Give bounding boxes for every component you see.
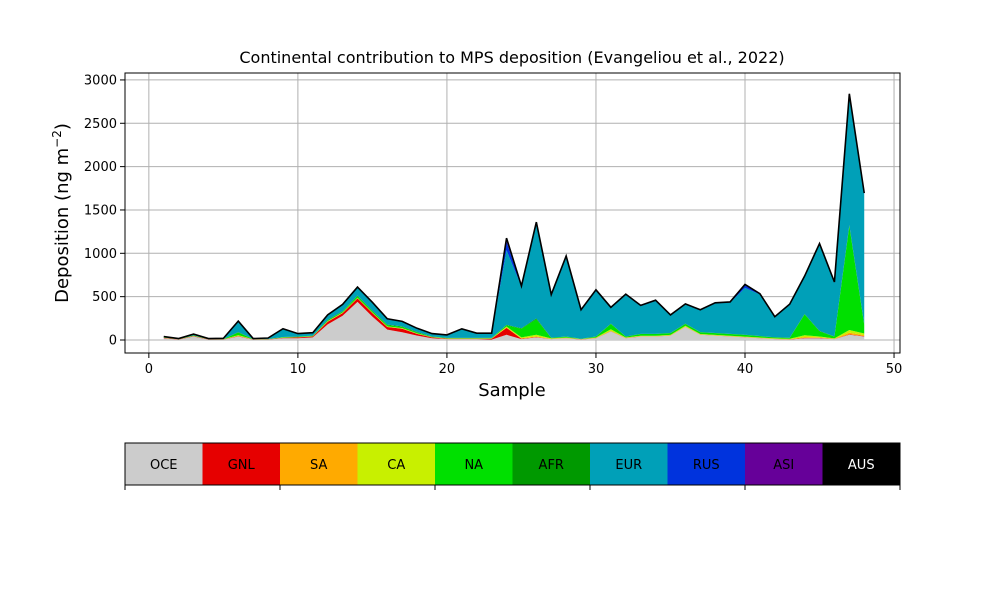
y-tick-label: 500: [92, 290, 117, 305]
legend-swatch-na: [435, 443, 513, 485]
legend-frame: [124, 442, 901, 486]
legend-label-aus: AUS: [848, 458, 875, 473]
legend-label-asi: ASI: [773, 458, 794, 473]
y-axis-ticks: 0 500 1000 1500 2000 2500 3000: [84, 73, 125, 348]
legend-label-ca: CA: [387, 458, 405, 473]
x-tick-label: 30: [588, 362, 605, 377]
stacked-areas: [163, 93, 866, 340]
legend-label-na: NA: [464, 458, 483, 473]
legend-label-afr: AFR: [539, 458, 564, 473]
x-tick-label: 0: [145, 362, 153, 377]
x-axis-ticks: 0 10 20 30 40 50: [145, 353, 903, 377]
y-axis-label-exponent: −2: [50, 130, 64, 148]
x-tick-label: 50: [886, 362, 903, 377]
legend-label-eur: EUR: [615, 458, 642, 473]
y-axis-label-close: ): [52, 123, 73, 130]
legend-label-rus: RUS: [693, 458, 720, 473]
plot-frame: [124, 72, 901, 354]
legend-swatch-rus: [667, 443, 745, 485]
legend-swatch-aus: [822, 443, 900, 485]
area-series-oce: [163, 301, 865, 340]
legend-swatch-asi: [745, 443, 823, 485]
y-tick-label: 2000: [84, 160, 117, 175]
y-tick-label: 1500: [84, 203, 117, 218]
legend-swatch-ca: [357, 443, 435, 485]
total-outline: [163, 93, 866, 340]
legend-swatch-afr: [512, 443, 590, 485]
legend-swatch-sa: [280, 443, 358, 485]
legend-label-sa: SA: [310, 458, 327, 473]
y-axis-label-main: Deposition (ng m: [52, 148, 73, 303]
y-tick-label: 0: [109, 333, 117, 348]
x-tick-label: 10: [290, 362, 307, 377]
area-series-eur: [163, 95, 865, 340]
legend-swatch-gnl: [202, 443, 280, 485]
legend-label-gnl: GNL: [228, 458, 256, 473]
x-tick-label: 20: [439, 362, 456, 377]
x-tick-label: 40: [737, 362, 754, 377]
y-tick-label: 3000: [84, 73, 117, 88]
y-axis-label: Deposition (ng m−2): [50, 123, 73, 303]
legend-label-oce: OCE: [150, 458, 178, 473]
y-tick-label: 1000: [84, 247, 117, 262]
chart-title: Continental contribution to MPS depositi…: [239, 48, 784, 67]
x-axis-label: Sample: [478, 380, 546, 401]
legend-swatch-oce: [125, 443, 203, 485]
legend-swatch-eur: [590, 443, 668, 485]
y-tick-label: 2500: [84, 117, 117, 132]
color-legend: OCE GNL SA CA NA AFR EUR RUS ASI AUS: [124, 442, 901, 490]
